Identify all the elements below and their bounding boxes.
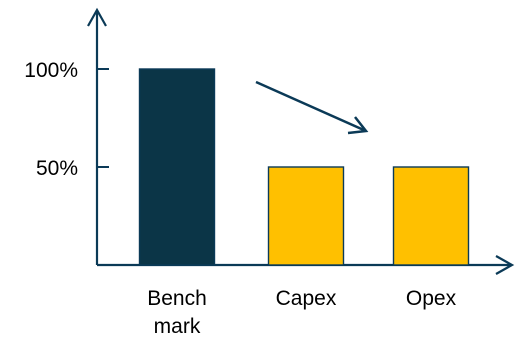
y-tick-label: 100%: [24, 59, 78, 82]
annotations: [255, 80, 369, 135]
category-labels: Bench mark Capex Opex: [147, 287, 456, 338]
bar: [267, 166, 345, 266]
y-tick-label: 50%: [36, 157, 78, 180]
bars: [138, 68, 470, 266]
category-label: mark: [154, 315, 201, 338]
y-axis: [87, 7, 107, 265]
category-label: Bench: [147, 287, 207, 310]
category-label: Opex: [406, 287, 457, 310]
decrease-arrow: [255, 80, 369, 135]
bar: [392, 166, 470, 266]
category-label: Capex: [276, 287, 337, 310]
bar: [138, 68, 216, 266]
y-ticks: 50% 100%: [24, 59, 109, 180]
